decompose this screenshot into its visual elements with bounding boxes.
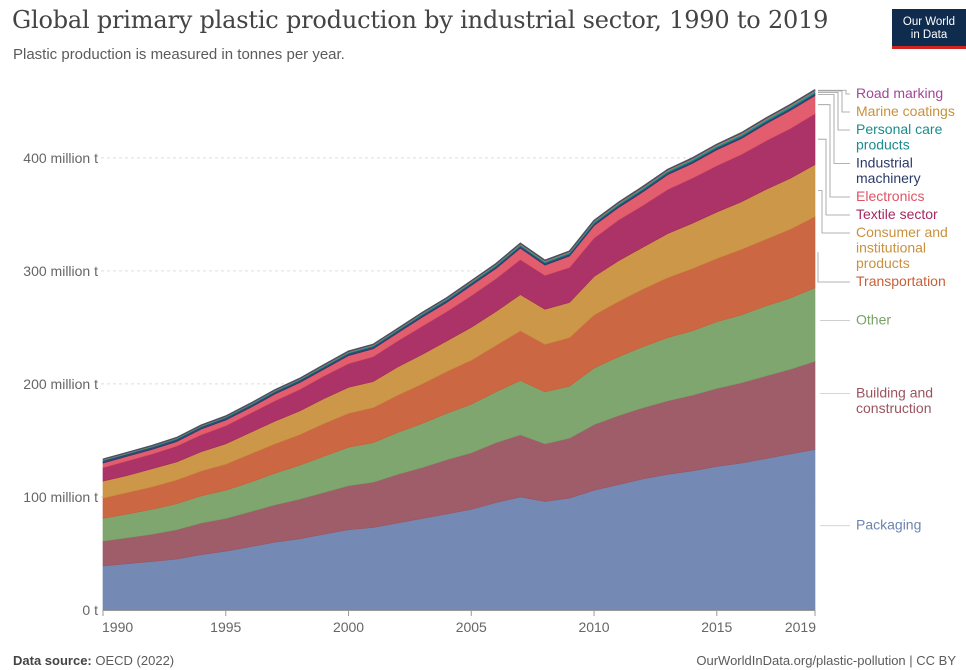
legend-connector [818,90,850,113]
legend-label: Other [856,312,891,328]
legend-label: Industrial [856,155,913,171]
x-tick-label: 2019 [785,619,816,635]
x-tick-label: 2015 [701,619,732,635]
x-tick-label: 2000 [333,619,364,635]
legend-label: Marine coatings [856,103,955,119]
stacked-area-chart: 0 t 100 million t 200 million t 300 million… [23,85,955,635]
owid-logo[interactable]: Our World in Data [892,9,966,49]
legend-label: Personal care [856,121,943,137]
y-tick-label: 300 million t [23,263,98,279]
legend-connector [818,94,850,164]
legend-label: products [856,137,910,153]
legend-label: Packaging [856,517,921,533]
x-axis: 1990 1995 2000 2005 2010 2015 2019 [102,610,816,635]
legend-label: Electronics [856,188,924,204]
data-source-label: Data source: [13,653,92,668]
y-tick-label: 400 million t [23,150,98,166]
logo-line-1: Our World [902,16,956,28]
legend-item-textile-sector[interactable]: Textile sector [818,138,938,222]
legend-item-packaging[interactable]: Packaging [820,517,921,533]
y-axis-tick-labels: 0 t 100 million t 200 million t 300 million… [23,150,98,618]
attribution-link[interactable]: OurWorldInData.org/plastic-pollution | C… [696,653,956,668]
area-series-group [102,89,816,611]
legend-connector [817,252,850,283]
y-tick-label: 0 t [82,602,98,618]
legend-item-transportation[interactable]: Transportation [817,252,946,289]
legend-connector [818,89,850,95]
data-source-value[interactable]: OECD (2022) [95,653,175,668]
legend-connector [818,91,850,131]
x-tick-label: 1995 [210,619,241,635]
x-tick-label: 2010 [578,619,609,635]
legend-connector [818,138,850,216]
data-source: Data source: OECD (2022) [13,653,174,668]
legend-label: Building and [856,385,933,401]
legend-item-marine-coatings[interactable]: Marine coatings [818,90,955,119]
chart-title: Global primary plastic production by ind… [12,6,829,34]
legend-item-electronics[interactable]: Electronics [818,104,924,204]
chart-subtitle: Plastic production is measured in tonnes… [13,46,345,63]
legend-label: products [856,255,910,271]
legend-label: construction [856,400,931,416]
y-tick-label: 100 million t [23,489,98,505]
legend-label: Textile sector [856,206,938,222]
y-tick-label: 200 million t [23,376,98,392]
legend-label: Road marking [856,85,943,101]
logo-line-2: in Data [910,29,948,41]
total-outline [102,89,816,460]
legend-item-other[interactable]: Other [820,312,891,328]
x-tick-label: 2005 [456,619,487,635]
legend-label: institutional [856,240,926,256]
legend-connector [818,190,850,234]
legend-item-road-marking[interactable]: Road marking [818,85,943,101]
x-tick-label: 1990 [102,619,133,635]
legend-label: Transportation [856,273,946,289]
legend-label: machinery [856,170,921,186]
legend-connector [818,104,850,198]
legend-label: Consumer and [856,224,948,240]
